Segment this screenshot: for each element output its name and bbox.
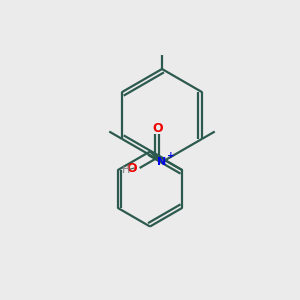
Text: O: O: [152, 122, 163, 135]
Text: O: O: [127, 161, 137, 175]
Text: N: N: [158, 157, 166, 167]
Text: H: H: [122, 165, 130, 176]
Text: +: +: [167, 151, 174, 160]
